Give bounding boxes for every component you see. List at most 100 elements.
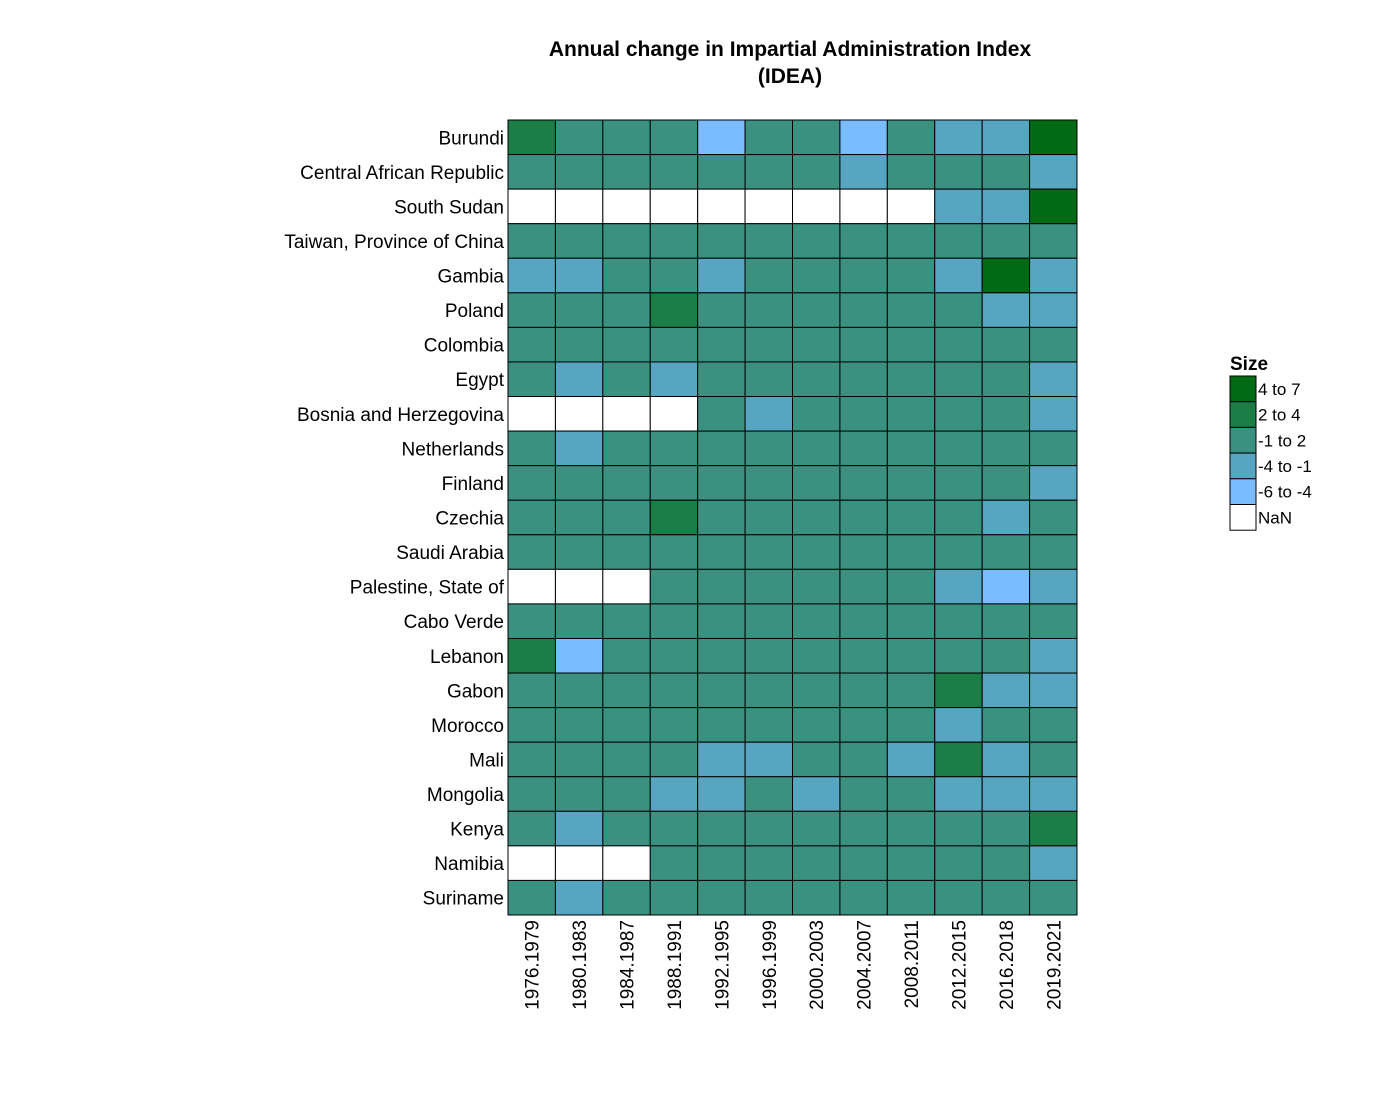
heatmap-cell: [981, 119, 1031, 156]
heatmap-cell: [981, 154, 1031, 190]
row-label: Central African Republic: [300, 163, 504, 184]
heatmap-cell: [507, 292, 556, 328]
heatmap-cell: [744, 223, 794, 259]
row-labels: Burundi Central African Republic South Sud…: [284, 128, 504, 909]
heatmap-cell: [649, 810, 699, 847]
heatmap-cell: [649, 499, 699, 536]
heatmap-cell: [934, 499, 983, 536]
heatmap-cell: [886, 499, 936, 536]
row-label: Finland: [442, 474, 504, 495]
heatmap-cell: [1029, 879, 1078, 916]
row-label: Bosnia and Herzegovina: [297, 405, 504, 426]
heatmap-cell: [981, 672, 1031, 709]
column-label: 1988.1991: [665, 920, 686, 1010]
heatmap-cell: [602, 396, 651, 432]
heatmap-cell: [649, 430, 699, 467]
heatmap-cell: [602, 603, 651, 639]
heatmap-cell: [934, 361, 983, 398]
heatmap-cell: [744, 499, 794, 536]
heatmap-cell: [886, 465, 936, 501]
heatmap-cell: [507, 396, 556, 432]
heatmap-cell: [744, 534, 794, 570]
heatmap-cell: [934, 154, 983, 190]
heatmap-cell: [697, 396, 746, 432]
legend-swatch: [1229, 478, 1257, 505]
heatmap-cell: [792, 188, 841, 225]
heatmap-cell: [554, 534, 604, 570]
heatmap-cell: [934, 707, 983, 743]
heatmap-cell: [981, 810, 1031, 847]
heatmap-cell: [507, 119, 556, 156]
row-label: Mali: [469, 750, 504, 771]
heatmap-cell: [886, 879, 936, 916]
heatmap-cell: [602, 119, 651, 156]
heatmap-cell: [934, 257, 983, 294]
heatmap-cell: [649, 707, 699, 743]
heatmap-cell: [981, 879, 1031, 916]
heatmap-cell: [981, 430, 1031, 467]
heatmap-cell: [602, 810, 651, 847]
heatmap-cell: [697, 361, 746, 398]
heatmap-cell: [934, 845, 983, 881]
heatmap-cell: [602, 637, 651, 674]
row-label: Taiwan, Province of China: [284, 232, 504, 253]
heatmap-cell: [507, 361, 556, 398]
heatmap-cell: [744, 430, 794, 467]
heatmap-cell: [602, 707, 651, 743]
heatmap-cell: [602, 292, 651, 328]
column-label: 2016.2018: [997, 920, 1018, 1010]
heatmap-cell: [839, 637, 888, 674]
heatmap-cell: [697, 741, 746, 778]
heatmap-cell: [602, 499, 651, 536]
column-label: 1980.1983: [570, 920, 591, 1010]
legend-swatch: [1229, 452, 1257, 480]
heatmap-cell: [744, 603, 794, 639]
heatmap-cell: [792, 292, 841, 328]
heatmap-cell: [981, 568, 1031, 605]
heatmap-cell: [981, 257, 1031, 294]
heatmap-cell: [554, 845, 604, 881]
heatmap-cell: [554, 292, 604, 328]
heatmap-cell: [934, 637, 983, 674]
heatmap-cell: [554, 188, 604, 225]
heatmap-cell: [744, 707, 794, 743]
heatmap-cell: [934, 776, 983, 812]
heatmap-cell: [1029, 707, 1078, 743]
heatmap-cell: [792, 465, 841, 501]
heatmap-cell: [792, 534, 841, 570]
heatmap-cell: [1029, 119, 1078, 156]
heatmap-cell: [886, 223, 936, 259]
heatmap-cell: [839, 188, 888, 225]
heatmap-cell: [1029, 223, 1078, 259]
heatmap-cell: [554, 257, 604, 294]
heatmap-cell: [744, 741, 794, 778]
legend-title: Size: [1230, 354, 1268, 375]
heatmap-cell: [697, 188, 746, 225]
heatmap-cell: [554, 810, 604, 847]
heatmap-cell: [507, 568, 556, 605]
heatmap-cell: [697, 119, 746, 156]
row-label: Colombia: [424, 336, 505, 357]
heatmap-cell: [934, 119, 983, 156]
heatmap-cell: [981, 326, 1031, 363]
row-label: Kenya: [450, 820, 504, 841]
heatmap-cell: [697, 292, 746, 328]
heatmap-cell: [886, 603, 936, 639]
heatmap-cell: [792, 396, 841, 432]
chart-title-line-2: (IDEA): [758, 65, 822, 88]
heatmap-cell: [886, 637, 936, 674]
heatmap-cell: [981, 603, 1031, 639]
heatmap-cell: [649, 776, 699, 812]
heatmap-cell: [981, 534, 1031, 570]
heatmap-cell: [886, 326, 936, 363]
heatmap-cell: [934, 223, 983, 259]
legend-label: 4 to 7: [1258, 380, 1301, 399]
heatmap-cell: [602, 672, 651, 709]
heatmap-cell: [1029, 430, 1078, 467]
legend-label: -1 to 2: [1258, 431, 1306, 450]
heatmap-cell: [697, 603, 746, 639]
heatmap-cell: [744, 326, 794, 363]
heatmap-cell: [792, 707, 841, 743]
heatmap-cell: [697, 534, 746, 570]
heatmap-cell: [507, 741, 556, 778]
